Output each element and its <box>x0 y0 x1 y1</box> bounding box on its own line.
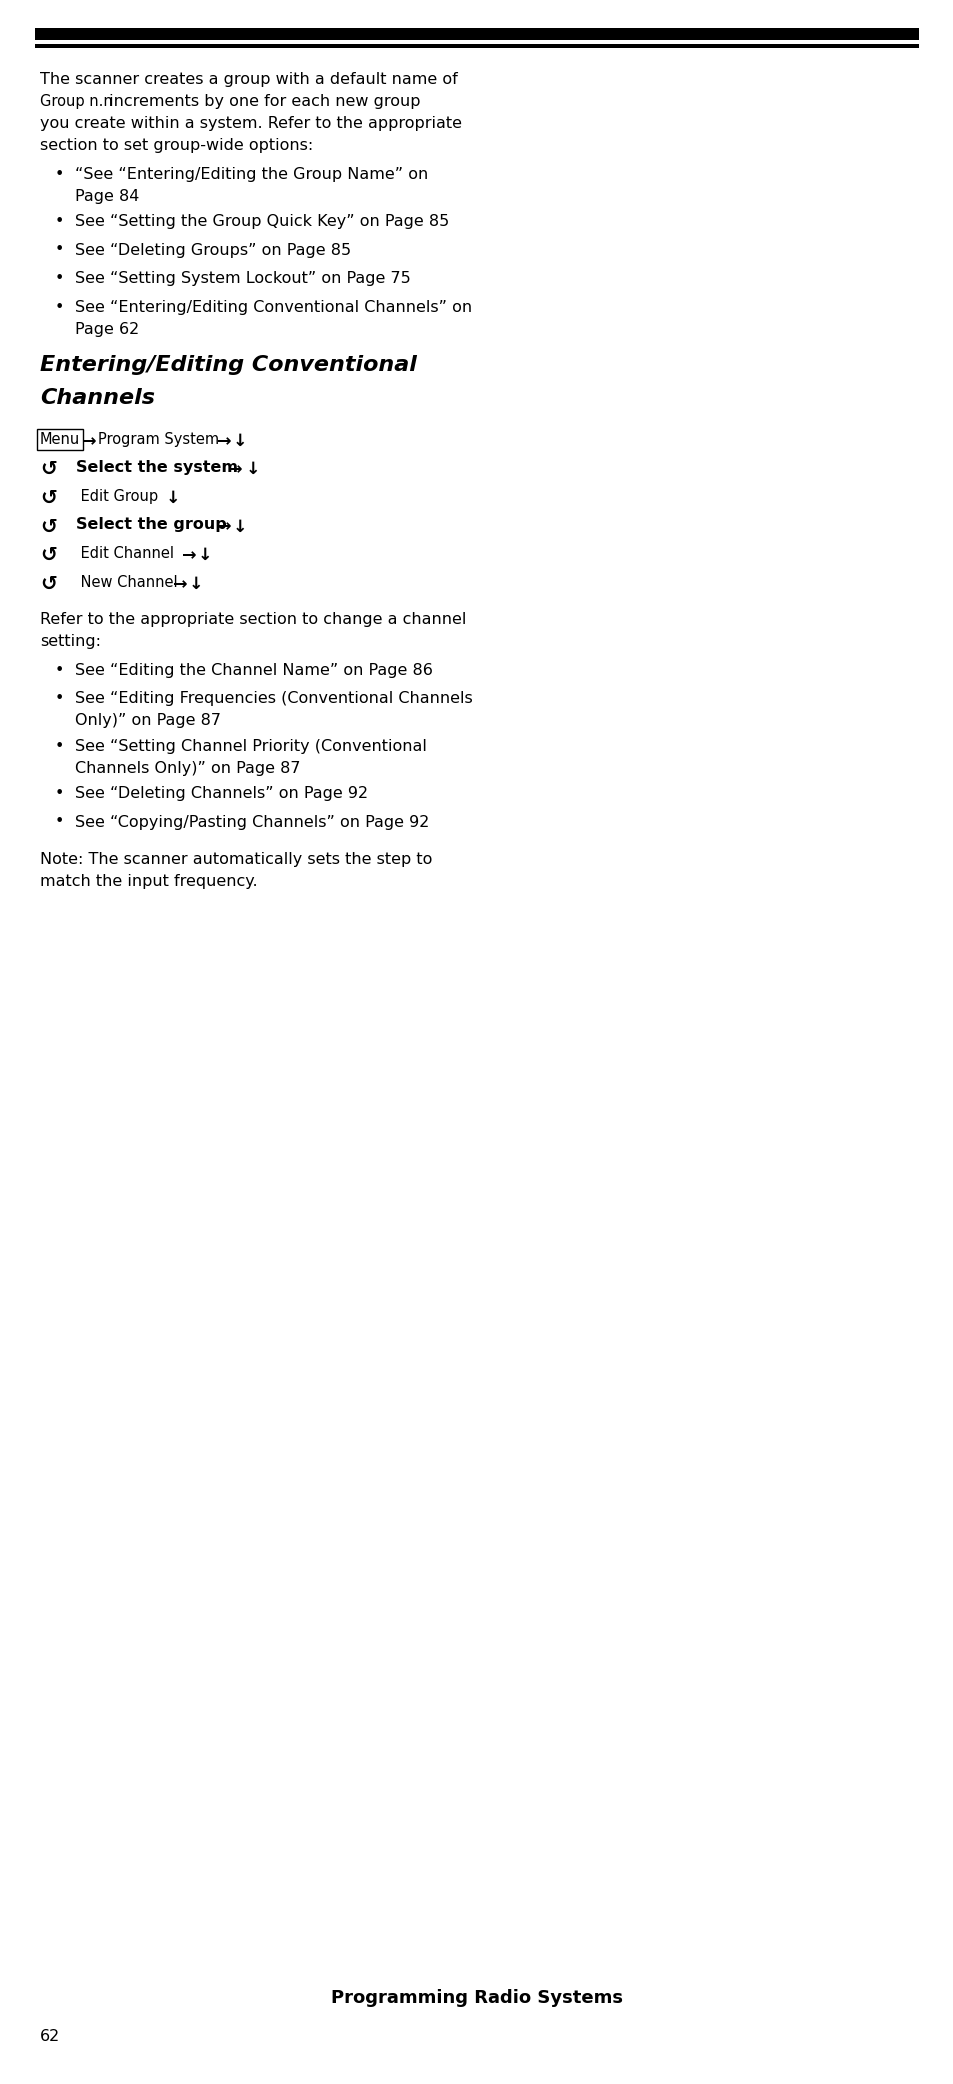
Text: Edit Group: Edit Group <box>76 490 158 504</box>
Text: Entering/Editing Conventional: Entering/Editing Conventional <box>40 354 416 375</box>
Text: →: → <box>172 575 188 592</box>
Text: Note: The scanner automatically sets the step to: Note: The scanner automatically sets the… <box>40 852 432 867</box>
Text: Page 84: Page 84 <box>75 188 139 204</box>
Text: match the input frequency.: match the input frequency. <box>40 873 257 890</box>
Text: Menu: Menu <box>40 431 80 446</box>
Text: •: • <box>55 738 64 754</box>
Text: •: • <box>55 242 64 258</box>
Text: ↺: ↺ <box>40 461 57 479</box>
Text: See “Editing the Channel Name” on Page 86: See “Editing the Channel Name” on Page 8… <box>75 663 433 677</box>
Text: Programming Radio Systems: Programming Radio Systems <box>331 1988 622 2007</box>
Text: you create within a system. Refer to the appropriate: you create within a system. Refer to the… <box>40 117 461 131</box>
Text: Channels Only)” on Page 87: Channels Only)” on Page 87 <box>75 761 300 775</box>
Text: Select the group: Select the group <box>76 517 227 534</box>
Text: Channels: Channels <box>40 388 154 408</box>
Text: Page 62: Page 62 <box>75 321 139 338</box>
Text: Program System: Program System <box>98 431 219 446</box>
Text: •: • <box>55 167 64 181</box>
Text: •: • <box>55 271 64 286</box>
Bar <box>35 44 918 48</box>
Text: •: • <box>55 663 64 677</box>
Text: ↓: ↓ <box>189 575 203 592</box>
Text: See “Setting Channel Priority (Conventional: See “Setting Channel Priority (Conventio… <box>75 738 426 754</box>
Text: →: → <box>216 517 232 536</box>
Text: ↺: ↺ <box>40 517 57 536</box>
Text: section to set group-wide options:: section to set group-wide options: <box>40 138 313 152</box>
Text: See “Setting the Group Quick Key” on Page 85: See “Setting the Group Quick Key” on Pag… <box>75 215 449 229</box>
Text: ↓: ↓ <box>246 461 260 479</box>
Text: ↓: ↓ <box>233 517 247 536</box>
Text: •: • <box>55 300 64 315</box>
Text: ↓: ↓ <box>198 546 213 565</box>
Text: •: • <box>55 815 64 829</box>
Text: •: • <box>55 786 64 800</box>
Text: Group n.n: Group n.n <box>40 94 112 108</box>
Text: See “Deleting Channels” on Page 92: See “Deleting Channels” on Page 92 <box>75 786 368 800</box>
Text: See “Setting System Lockout” on Page 75: See “Setting System Lockout” on Page 75 <box>75 271 411 286</box>
Text: See “Deleting Groups” on Page 85: See “Deleting Groups” on Page 85 <box>75 242 351 258</box>
Text: The scanner creates a group with a default name of: The scanner creates a group with a defau… <box>40 73 457 88</box>
Text: ↺: ↺ <box>40 546 57 565</box>
Text: 62: 62 <box>40 2030 60 2044</box>
Text: ↺: ↺ <box>40 575 57 594</box>
Text: ↓: ↓ <box>233 431 247 450</box>
Text: Select the system: Select the system <box>76 461 237 475</box>
Text: →: → <box>216 431 232 450</box>
Text: Refer to the appropriate section to change a channel: Refer to the appropriate section to chan… <box>40 613 466 627</box>
Text: New Channel: New Channel <box>76 575 177 590</box>
Text: →: → <box>182 546 196 565</box>
Text: increments by one for each new group: increments by one for each new group <box>104 94 420 108</box>
Text: setting:: setting: <box>40 634 101 648</box>
Text: “See “Entering/Editing the Group Name” on: “See “Entering/Editing the Group Name” o… <box>75 167 428 181</box>
Text: See “Entering/Editing Conventional Channels” on: See “Entering/Editing Conventional Chann… <box>75 300 472 315</box>
Text: →: → <box>228 461 242 479</box>
Text: →: → <box>82 431 96 450</box>
Text: See “Copying/Pasting Channels” on Page 92: See “Copying/Pasting Channels” on Page 9… <box>75 815 429 829</box>
Text: Edit Channel: Edit Channel <box>76 546 173 561</box>
Text: ↺: ↺ <box>40 490 57 508</box>
Text: •: • <box>55 215 64 229</box>
Text: See “Editing Frequencies (Conventional Channels: See “Editing Frequencies (Conventional C… <box>75 692 473 706</box>
Bar <box>35 27 918 40</box>
Text: ↓: ↓ <box>166 490 180 506</box>
Text: Only)” on Page 87: Only)” on Page 87 <box>75 713 221 727</box>
Text: •: • <box>55 692 64 706</box>
